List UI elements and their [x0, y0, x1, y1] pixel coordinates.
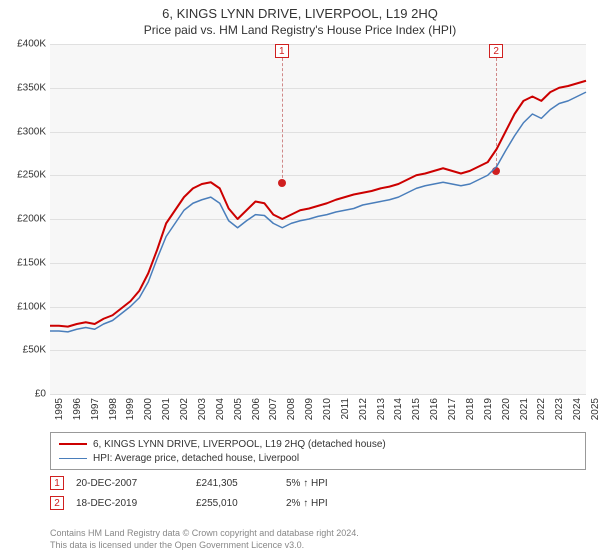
y-axis-label: £50K — [23, 345, 46, 356]
x-axis-label: 2021 — [519, 398, 530, 420]
legend-swatch — [59, 458, 87, 459]
chart-lines — [50, 44, 586, 394]
x-axis-label: 2002 — [179, 398, 190, 420]
x-axis-label: 2006 — [251, 398, 262, 420]
footer-line1: Contains HM Land Registry data © Crown c… — [50, 528, 359, 540]
title-main: 6, KINGS LYNN DRIVE, LIVERPOOL, L19 2HQ — [0, 6, 600, 21]
y-axis-label: £250K — [17, 170, 46, 181]
y-axis-label: £350K — [17, 82, 46, 93]
x-axis-label: 2012 — [358, 398, 369, 420]
x-axis-label: 2016 — [429, 398, 440, 420]
sale-date: 18-DEC-2019 — [76, 498, 196, 509]
y-axis-label: £150K — [17, 257, 46, 268]
y-axis-label: £400K — [17, 39, 46, 50]
sale-row-marker: 1 — [50, 476, 64, 490]
x-axis-label: 2011 — [340, 398, 351, 420]
sale-date: 20-DEC-2007 — [76, 478, 196, 489]
series-line — [50, 81, 586, 327]
x-axis-label: 2014 — [393, 398, 404, 420]
x-axis-label: 2009 — [304, 398, 315, 420]
sales-rows: 1 20-DEC-2007£241,3055% ↑ HPI 2 18-DEC-2019… — [50, 476, 586, 510]
x-axis-label: 1998 — [108, 398, 119, 420]
x-axis-label: 2010 — [322, 398, 333, 420]
legend-label: 6, KINGS LYNN DRIVE, LIVERPOOL, L19 2HQ … — [93, 439, 386, 450]
title-sub: Price paid vs. HM Land Registry's House … — [0, 23, 600, 37]
x-axis-label: 2020 — [501, 398, 512, 420]
sale-price: £241,305 — [196, 478, 286, 489]
x-axis-label: 2000 — [143, 398, 154, 420]
footer-line2: This data is licensed under the Open Gov… — [50, 540, 359, 552]
titles: 6, KINGS LYNN DRIVE, LIVERPOOL, L19 2HQ … — [0, 0, 600, 37]
legend-and-sales: 6, KINGS LYNN DRIVE, LIVERPOOL, L19 2HQ … — [50, 432, 586, 510]
x-axis-label: 2003 — [197, 398, 208, 420]
sale-price: £255,010 — [196, 498, 286, 509]
x-axis-label: 1995 — [54, 398, 65, 420]
x-axis-label: 2022 — [536, 398, 547, 420]
x-axis-label: 2017 — [447, 398, 458, 420]
y-axis-label: £100K — [17, 301, 46, 312]
legend-item: HPI: Average price, detached house, Live… — [59, 451, 577, 465]
x-axis-label: 2019 — [483, 398, 494, 420]
x-axis-label: 2024 — [572, 398, 583, 420]
x-axis-label: 2001 — [161, 398, 172, 420]
x-axis-label: 2018 — [465, 398, 476, 420]
legend-swatch — [59, 443, 87, 445]
x-axis-label: 1999 — [125, 398, 136, 420]
series-line — [50, 92, 586, 332]
footer-text: Contains HM Land Registry data © Crown c… — [50, 528, 359, 551]
x-axis-label: 1997 — [90, 398, 101, 420]
x-axis-label: 2005 — [233, 398, 244, 420]
chart-container: 6, KINGS LYNN DRIVE, LIVERPOOL, L19 2HQ … — [0, 0, 600, 560]
x-axis-label: 2023 — [554, 398, 565, 420]
y-axis-label: £300K — [17, 126, 46, 137]
x-axis-label: 2008 — [286, 398, 297, 420]
sale-row: 1 20-DEC-2007£241,3055% ↑ HPI — [50, 476, 586, 490]
gridline — [50, 394, 586, 395]
x-axis-label: 2004 — [215, 398, 226, 420]
x-axis-label: 2025 — [590, 398, 600, 420]
sale-row-marker: 2 — [50, 496, 64, 510]
sale-delta: 2% ↑ HPI — [286, 498, 328, 509]
x-axis-label: 2007 — [268, 398, 279, 420]
sale-row: 2 18-DEC-2019£255,0102% ↑ HPI — [50, 496, 586, 510]
legend-box: 6, KINGS LYNN DRIVE, LIVERPOOL, L19 2HQ … — [50, 432, 586, 470]
x-axis-label: 2013 — [376, 398, 387, 420]
x-axis-label: 1996 — [72, 398, 83, 420]
legend-item: 6, KINGS LYNN DRIVE, LIVERPOOL, L19 2HQ … — [59, 437, 577, 451]
y-axis-label: £0 — [35, 389, 46, 400]
sale-delta: 5% ↑ HPI — [286, 478, 328, 489]
chart-area: 12 £0£50K£100K£150K£200K£250K£300K£350K£… — [50, 44, 586, 394]
x-axis-label: 2015 — [411, 398, 422, 420]
legend-label: HPI: Average price, detached house, Live… — [93, 453, 299, 464]
y-axis-label: £200K — [17, 214, 46, 225]
